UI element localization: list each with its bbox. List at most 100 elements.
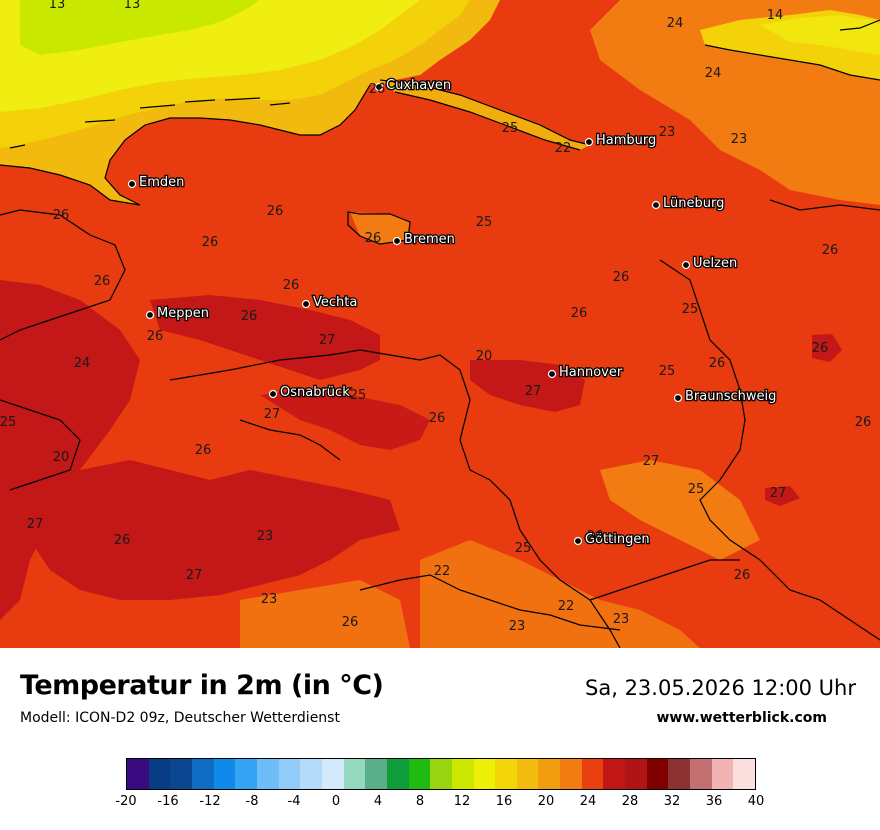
legend-tick-label: 8 xyxy=(415,794,425,809)
legend-swatch xyxy=(646,759,669,789)
temperature-value: 26 xyxy=(241,309,258,324)
temperature-value: 25 xyxy=(688,482,705,497)
temperature-value: 26 xyxy=(53,208,70,223)
temperature-value: 26 xyxy=(267,204,284,219)
temperature-value: 25 xyxy=(515,541,532,556)
temperature-value: 26 xyxy=(114,533,131,548)
temperature-value: 24 xyxy=(705,66,722,81)
legend-tick-label: -20 xyxy=(115,794,137,809)
city-dot-cuxhaven xyxy=(374,82,384,92)
zone-26-28-east-spot xyxy=(812,334,842,362)
legend-swatch xyxy=(603,759,626,789)
city-dot-lüneburg xyxy=(651,200,661,210)
temperature-value: 27 xyxy=(643,454,660,469)
legend-swatch xyxy=(256,759,279,789)
city-label-uelzen: Uelzen xyxy=(693,256,737,271)
zone-26-28-hannover xyxy=(470,360,585,412)
temperature-value: 23 xyxy=(509,619,526,634)
model-info: Modell: ICON-D2 09z, Deutscher Wetterdie… xyxy=(20,710,340,726)
temperature-value: 26 xyxy=(147,329,164,344)
temperature-value: 25 xyxy=(350,388,367,403)
temperature-value: 27 xyxy=(770,486,787,501)
legend-swatch xyxy=(213,759,236,789)
legend-swatch xyxy=(148,759,171,789)
temperature-value: 23 xyxy=(257,529,274,544)
city-dot-uelzen xyxy=(681,260,691,270)
legend-tick-label: 12 xyxy=(453,794,471,809)
temperature-value: 24 xyxy=(74,356,91,371)
city-markers: Cuxhaven Hamburg Emden Lüneburg Bremen Uelzen… xyxy=(127,77,778,548)
city-label-cuxhaven: Cuxhaven xyxy=(386,78,451,93)
footer: Temperatur in 2m (in °C) Modell: ICON-D2… xyxy=(0,648,880,830)
temperature-value: 25 xyxy=(682,302,699,317)
legend-swatch xyxy=(451,759,474,789)
temperature-map: Cuxhaven Hamburg Emden Lüneburg Bremen Uelzen… xyxy=(0,0,880,648)
zone-22-24-south xyxy=(420,540,700,648)
map-title: Temperatur in 2m (in °C) xyxy=(20,670,384,701)
borders xyxy=(0,19,880,648)
legend-tick-label: 4 xyxy=(373,794,383,809)
temperature-value: 20 xyxy=(53,450,70,465)
temperature-value: 27 xyxy=(27,517,44,532)
temperature-value: 26 xyxy=(709,356,726,371)
legend-swatch xyxy=(581,759,604,789)
legend-swatch xyxy=(170,759,192,789)
legend-swatch xyxy=(733,759,756,789)
legend-tick-label: 28 xyxy=(621,794,639,809)
temperature-value: 26 xyxy=(734,568,751,583)
temperature-value: 27 xyxy=(264,407,281,422)
city-label-vechta: Vechta xyxy=(313,295,357,310)
temperature-value: 13 xyxy=(49,0,66,12)
legend-swatch xyxy=(321,759,344,789)
city-label-meppen: Meppen xyxy=(157,306,209,321)
city-dot-braunschweig xyxy=(673,393,683,403)
temperature-value: 22 xyxy=(434,564,451,579)
legend-tick-label: 40 xyxy=(747,794,765,809)
temperature-value: 13 xyxy=(124,0,141,12)
temperature-value: 23 xyxy=(613,612,630,627)
temperature-value: 26 xyxy=(613,270,630,285)
temperature-value: 14 xyxy=(767,8,784,23)
city-dot-göttingen xyxy=(573,536,583,546)
legend-swatch xyxy=(343,759,366,789)
legend-swatch xyxy=(278,759,301,789)
city-label-osnabrück: Osnabrück xyxy=(280,385,350,400)
zone-26-28-osnabrueck xyxy=(260,390,430,450)
legend-swatch xyxy=(365,759,387,789)
legend-tick-label: 36 xyxy=(705,794,723,809)
temperature-value: 26 xyxy=(812,341,829,356)
temperature-value: 22 xyxy=(558,599,575,614)
city-dot-osnabrück xyxy=(268,389,278,399)
temperature-value: 20 xyxy=(476,349,493,364)
temperature-value: 24 xyxy=(667,16,684,31)
legend-swatch xyxy=(408,759,431,789)
website-link[interactable]: www.wetterblick.com xyxy=(656,710,828,726)
legend-tick-label: -8 xyxy=(245,794,259,809)
temperature-value: 25 xyxy=(476,215,493,230)
city-label-hamburg: Hamburg xyxy=(596,133,656,148)
city-label-bremen: Bremen xyxy=(404,232,455,247)
temperature-value: 26 xyxy=(365,231,382,246)
temperature-value: 23 xyxy=(261,592,278,607)
legend-swatch xyxy=(235,759,257,789)
temperature-value: 26 xyxy=(855,415,872,430)
temperature-value: 27 xyxy=(525,384,542,399)
legend-tick-label: 16 xyxy=(495,794,513,809)
temperature-value: 23 xyxy=(731,132,748,147)
city-label-göttingen: Göttingen xyxy=(585,532,650,547)
legend-tick-label: -12 xyxy=(199,794,221,809)
temperature-value: 26 xyxy=(195,443,212,458)
forecast-datetime: Sa, 23.05.2026 12:00 Uhr xyxy=(585,676,856,700)
zone-22-24-south-east xyxy=(600,460,760,560)
temperature-value: 26 xyxy=(571,306,588,321)
city-dot-hannover xyxy=(547,369,557,379)
temperature-value: 23 xyxy=(659,125,676,140)
legend-swatch xyxy=(690,759,712,789)
legend-swatch xyxy=(495,759,517,789)
city-dot-hamburg xyxy=(584,137,594,147)
city-label-emden: Emden xyxy=(139,175,184,190)
temperature-value: 26 xyxy=(202,235,219,250)
city-label-lüneburg: Lüneburg xyxy=(663,196,724,211)
temperature-value: 26 xyxy=(429,411,446,426)
temperature-value: 26 xyxy=(94,274,111,289)
